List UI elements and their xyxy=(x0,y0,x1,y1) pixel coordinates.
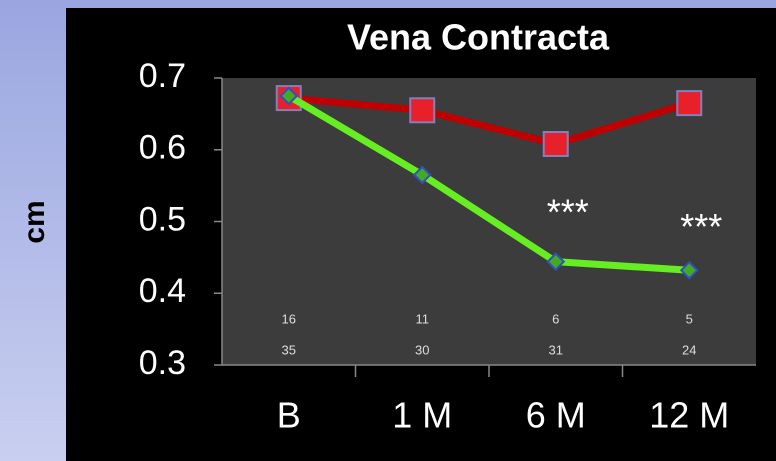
count-label: 6 xyxy=(552,311,559,326)
x-tick-label: 12 M xyxy=(649,395,729,436)
x-tick-label: 1 M xyxy=(392,395,452,436)
count-label: 5 xyxy=(686,311,693,326)
x-tick-label: B xyxy=(277,395,301,436)
marker xyxy=(676,90,703,117)
chart-title: Vena Contracta xyxy=(347,17,610,58)
annotation: *** xyxy=(547,192,589,233)
count-label: 24 xyxy=(682,342,696,357)
annotation: *** xyxy=(680,206,722,247)
y-tick-label: 0.5 xyxy=(139,200,186,238)
series-line xyxy=(288,94,691,148)
y-tick-label: 0.3 xyxy=(139,344,186,382)
marker xyxy=(412,165,432,185)
y-tick-label: 0.7 xyxy=(139,57,186,95)
y-axis-label: cm xyxy=(18,200,51,243)
count-label: 31 xyxy=(549,342,563,357)
marker xyxy=(542,131,569,158)
series-line xyxy=(286,92,690,274)
y-tick-label: 0.4 xyxy=(139,272,186,310)
x-tick-label: 6 M xyxy=(526,395,586,436)
marker xyxy=(546,252,566,272)
marker xyxy=(409,97,436,124)
marker xyxy=(279,86,299,106)
count-label: 11 xyxy=(416,311,430,326)
count-label: 16 xyxy=(282,311,296,326)
marker xyxy=(679,260,699,280)
count-label: 30 xyxy=(415,342,429,357)
count-label: 35 xyxy=(282,342,296,357)
y-tick-label: 0.6 xyxy=(139,129,186,167)
